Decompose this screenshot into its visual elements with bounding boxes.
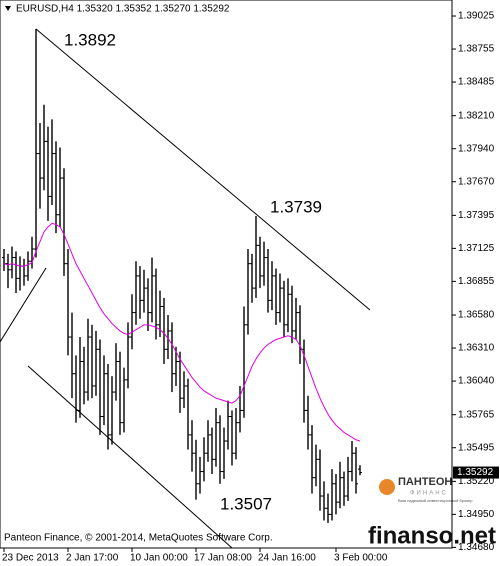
x-tick-label: 10 Jan 00:00 [130,553,188,564]
y-tick-label: 1.36855 [458,276,495,287]
moving-average [3,222,361,442]
price-box [453,466,499,479]
y-tick-label: 1.36580 [458,310,495,321]
y-tick-label: 1.34680 [458,542,495,553]
plot-frame [0,0,453,549]
annotation: 1.3507 [220,494,272,513]
y-tick-label: 1.35220 [458,476,495,487]
logo: ПАНТЕОН ФИНАНС Ваш надежный инвестиционн… [379,476,473,503]
logo-sub: ФИНАНС [410,491,448,497]
y-tick-label: 1.39025 [458,11,495,22]
y-tick-label: 1.38210 [458,110,495,121]
x-tick-label: 2 Jan 17:00 [66,553,119,564]
current-price: 1.35292 [457,467,494,478]
y-tick-label: 1.37670 [458,176,495,187]
y-tick-label: 1.37940 [458,143,495,154]
logo-icon [379,479,395,495]
menu-icon [5,6,11,11]
y-tick-label: 1.38755 [458,44,495,55]
trend-line [0,267,47,343]
x-tick-label: 24 Jan 16:00 [258,553,316,564]
annotation: 1.3739 [270,197,322,216]
y-tick-label: 1.36310 [458,343,495,354]
trend-line [27,365,233,548]
y-tick-label: 1.38485 [458,77,495,88]
chart-title: EURUSD,H4 1.35320 1.35352 1.35270 1.3529… [16,4,230,15]
logo-tagline: Ваш надежный инвестиционный брокер [398,498,473,503]
x-tick-label: 23 Dec 2013 [2,553,59,564]
trend-line [35,28,371,311]
y-tick-label: 1.36040 [458,376,495,387]
y-tick-label: 1.35765 [458,409,495,420]
y-tick-label: 1.35495 [458,442,495,453]
x-tick-label: 3 Feb 00:00 [334,553,388,564]
logo-name: ПАНТЕОН [398,476,452,488]
plot-area [0,28,371,548]
copyright: Panteon Finance, © 2001-2014, MetaQuotes… [4,533,273,544]
annotation: 1.3892 [64,30,116,49]
y-tick-label: 1.37395 [458,210,495,221]
y-tick-label: 1.37125 [458,243,495,254]
x-tick-label: 17 Jan 08:00 [194,553,252,564]
y-tick-label: 1.34950 [458,509,495,520]
watermark: finanso.net [368,522,496,549]
